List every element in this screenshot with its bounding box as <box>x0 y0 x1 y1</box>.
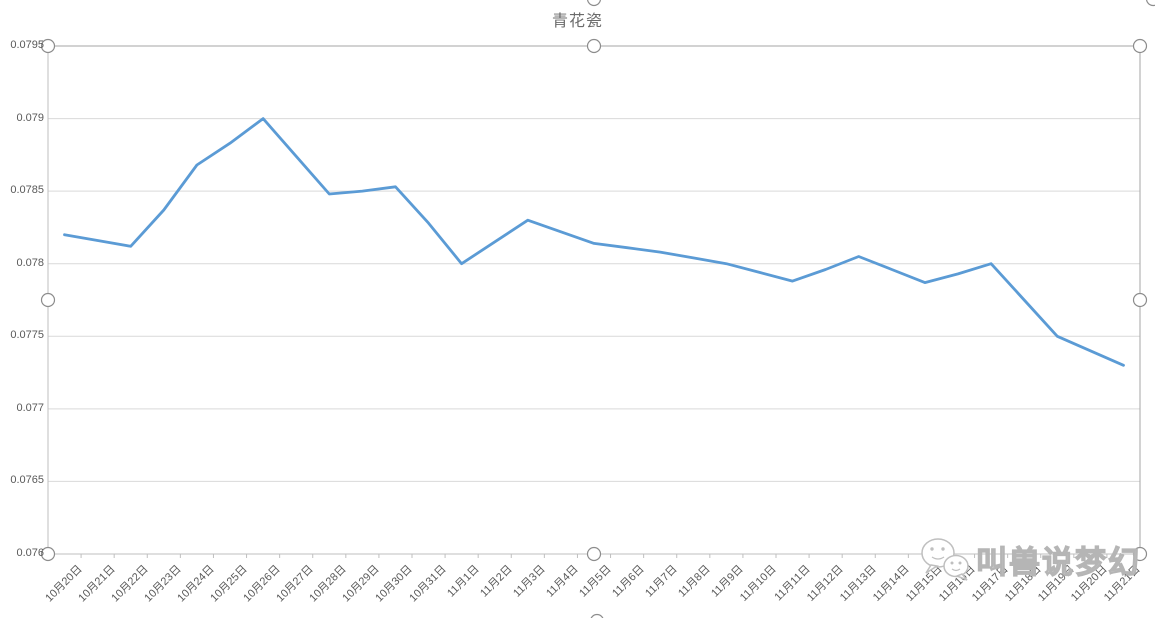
y-axis-tick-label: 0.078 <box>16 256 44 269</box>
selection-handle-mid-left[interactable] <box>40 292 56 308</box>
selection-handle-outer-top-right[interactable] <box>1145 0 1155 7</box>
y-axis-tick-label: 0.079 <box>16 111 44 124</box>
selection-handle-bottom-right[interactable] <box>1132 546 1148 562</box>
selection-handle-mid-right[interactable] <box>1132 292 1148 308</box>
data-series-line[interactable] <box>63 117 1125 367</box>
selection-handle-bottom-left[interactable] <box>40 546 56 562</box>
chart-title[interactable]: 青花瓷 <box>551 13 603 30</box>
y-axis-tick-label: 0.0765 <box>10 474 44 487</box>
y-axis-tick-label: 0.076 <box>16 547 44 559</box>
selection-handle-bottom-center[interactable] <box>586 546 602 562</box>
selection-handle-top-center[interactable] <box>586 38 602 54</box>
y-axis-tick-label: 0.0775 <box>10 329 44 342</box>
y-axis-tick-label: 0.0785 <box>10 184 44 197</box>
selection-handle-outer-top-center[interactable] <box>586 0 602 7</box>
selection-handle-outer-bottom-center[interactable] <box>590 613 604 618</box>
y-axis-tick-label: 0.077 <box>16 401 44 414</box>
y-axis-tick-label: 0.0795 <box>10 39 44 51</box>
selection-handle-top-left[interactable] <box>40 38 56 54</box>
selection-handle-top-right[interactable] <box>1132 38 1148 54</box>
